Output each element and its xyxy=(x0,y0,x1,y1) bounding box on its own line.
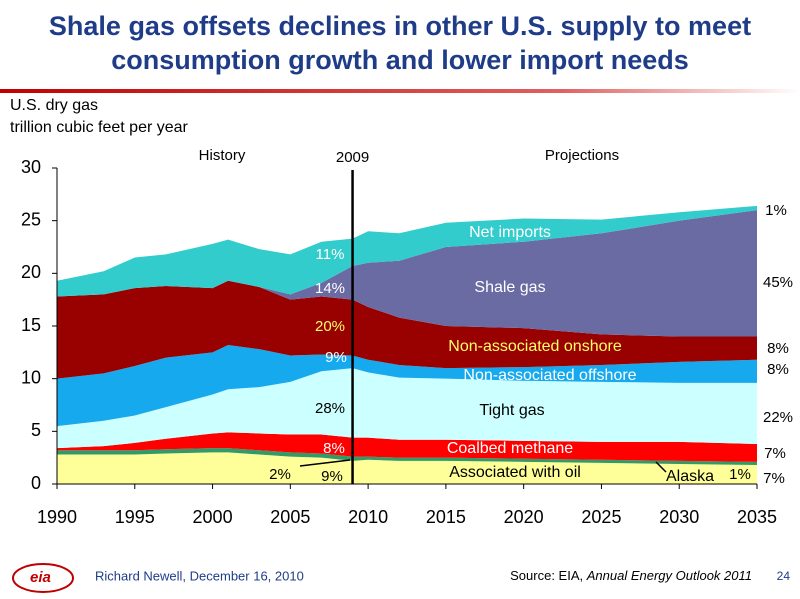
share-label: 9% xyxy=(321,468,343,485)
x-tick-label: 2005 xyxy=(270,507,310,527)
share-label: 8% xyxy=(767,340,789,357)
series-label: Net imports xyxy=(469,224,551,241)
title-rule xyxy=(0,89,800,93)
series-label: Tight gas xyxy=(479,402,544,419)
share-label: 7% xyxy=(763,470,785,487)
share-label: 1% xyxy=(729,466,751,483)
area xyxy=(57,448,757,466)
y-axis-label: U.S. dry gas xyxy=(10,97,98,114)
area xyxy=(57,344,757,427)
share-label: 7% xyxy=(764,445,786,462)
series-label: Associated with oil xyxy=(449,464,581,481)
title-line: Shale gas offsets declines in other U.S.… xyxy=(49,11,751,41)
page-number: 24 xyxy=(777,569,791,583)
period-label: Projections xyxy=(545,147,619,164)
x-tick-label: 2010 xyxy=(348,507,388,527)
area xyxy=(57,452,757,484)
x-tick-label: 2020 xyxy=(504,507,544,527)
share-label: 45% xyxy=(763,274,793,291)
share-label: 14% xyxy=(315,280,345,297)
series-label: Coalbed methane xyxy=(447,440,573,457)
period-label: History xyxy=(199,147,246,164)
series-label: Non-associated onshore xyxy=(448,338,622,355)
x-tick-label: 2035 xyxy=(737,507,777,527)
share-label: 1% xyxy=(765,202,787,219)
area xyxy=(57,205,757,297)
y-tick-label: 30 xyxy=(21,157,41,177)
share-label: 8% xyxy=(323,440,345,457)
share-label: 2% xyxy=(269,466,291,483)
area xyxy=(57,210,757,337)
y-tick-label: 15 xyxy=(21,315,41,335)
area xyxy=(57,280,757,379)
share-label: 11% xyxy=(316,246,345,263)
series-label: Shale gas xyxy=(474,279,545,296)
area xyxy=(57,368,757,449)
divider-label: 2009 xyxy=(336,149,369,166)
pointer xyxy=(299,459,351,467)
y-tick-label: 0 xyxy=(31,473,41,493)
share-label: 8% xyxy=(767,361,789,378)
title-line: consumption growth and lower import need… xyxy=(111,45,689,75)
share-label: 20% xyxy=(315,318,345,335)
series-label: Alaska xyxy=(666,468,714,485)
share-label: 22% xyxy=(763,409,793,426)
x-tick-label: 1995 xyxy=(115,507,155,527)
series-label: Non-associated offshore xyxy=(463,367,636,384)
x-tick-label: 2000 xyxy=(193,507,233,527)
pointer xyxy=(655,461,667,473)
share-label: 9% xyxy=(325,349,347,366)
y-tick-label: 10 xyxy=(21,367,41,387)
logo: eia xyxy=(30,569,51,586)
logo-ring xyxy=(12,563,74,593)
source-title: Annual Energy Outlook 2011 xyxy=(586,568,752,583)
y-tick-label: 5 xyxy=(31,420,41,440)
share-label: 28% xyxy=(315,400,345,417)
x-tick-label: 2025 xyxy=(581,507,621,527)
y-axis-label: trillion cubic feet per year xyxy=(10,119,189,136)
source-prefix: Source: EIA, xyxy=(510,568,587,583)
x-tick-label: 1990 xyxy=(37,507,77,527)
x-tick-label: 2015 xyxy=(426,507,466,527)
y-tick-label: 20 xyxy=(21,262,41,282)
footer-source: Source: EIA, Annual Energy Outlook 2011 xyxy=(510,568,752,583)
y-tick-label: 25 xyxy=(21,209,41,229)
area xyxy=(57,432,757,462)
x-tick-label: 2030 xyxy=(659,507,699,527)
footer-author: Richard Newell, December 16, 2010 xyxy=(95,568,304,583)
